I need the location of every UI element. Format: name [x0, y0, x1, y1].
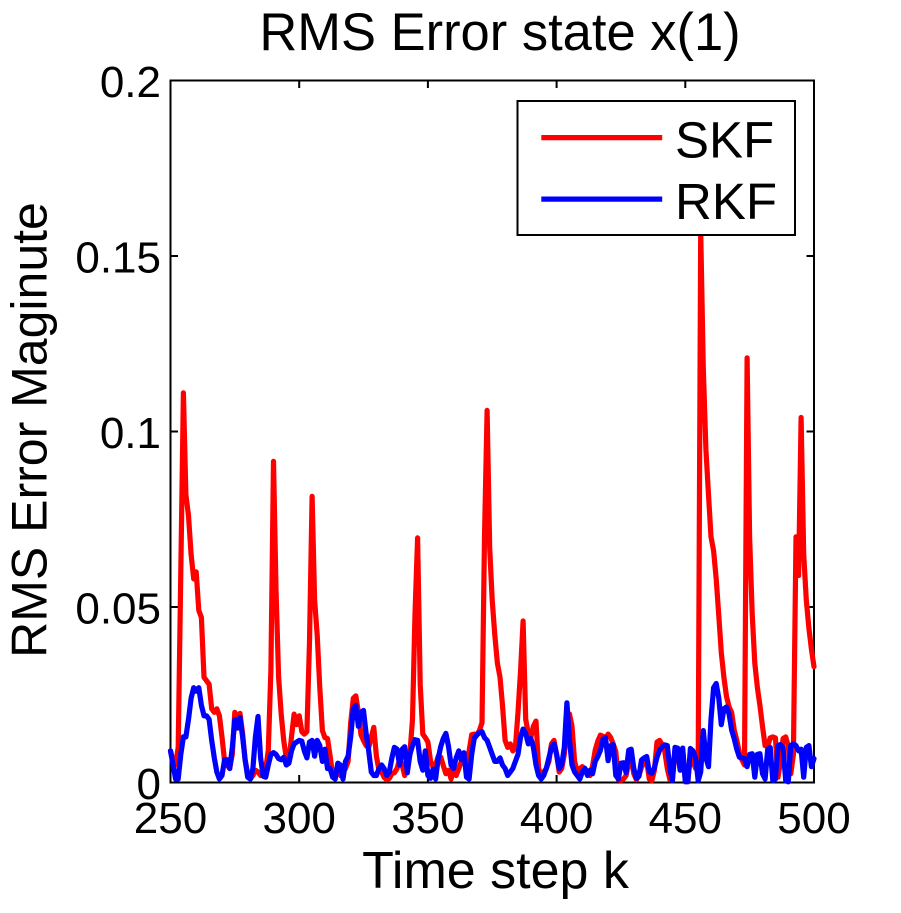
svg-text:0.05: 0.05 [75, 585, 161, 634]
svg-text:0: 0 [137, 760, 161, 809]
svg-text:250: 250 [134, 794, 207, 843]
svg-text:0.15: 0.15 [75, 234, 161, 283]
svg-text:450: 450 [649, 794, 722, 843]
svg-text:Time step k: Time step k [362, 842, 630, 900]
svg-text:300: 300 [262, 794, 335, 843]
svg-text:400: 400 [520, 794, 593, 843]
svg-text:RMS Error Maginute: RMS Error Maginute [1, 202, 57, 658]
svg-text:500: 500 [777, 794, 850, 843]
svg-text:0.2: 0.2 [100, 58, 161, 107]
svg-text:0.1: 0.1 [100, 409, 161, 458]
svg-text:RKF: RKF [675, 173, 777, 230]
svg-text:SKF: SKF [675, 112, 774, 169]
svg-text:350: 350 [391, 794, 464, 843]
svg-text:RMS Error state x(1): RMS Error state x(1) [259, 3, 740, 62]
